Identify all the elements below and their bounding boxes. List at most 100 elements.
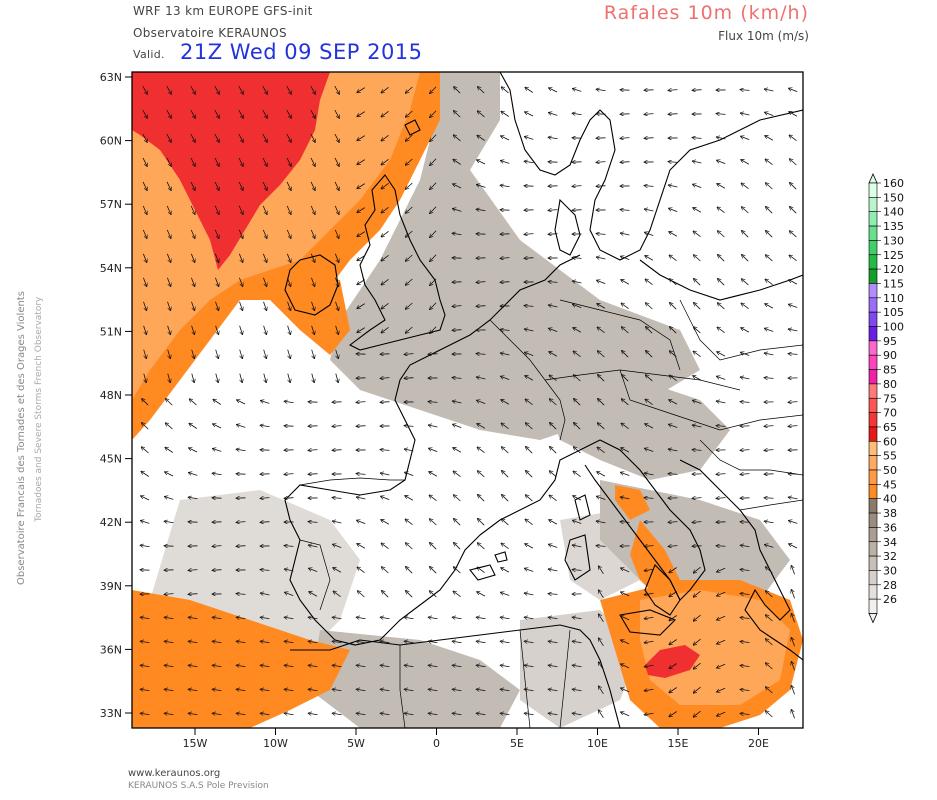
wind-arrow: [597, 472, 606, 477]
wind-arrow: [622, 327, 629, 334]
wind-arrow: [622, 399, 629, 406]
wind-arrow: [669, 546, 678, 547]
wind-arrow: [597, 234, 606, 235]
wind-arrow: [381, 713, 390, 715]
lon-label: 0: [433, 737, 440, 750]
footer-url: www.keraunos.org: [128, 768, 221, 779]
lat-label: 36N: [100, 643, 122, 656]
wind-arrow: [382, 591, 389, 598]
legend-label: 28: [883, 579, 897, 592]
wind-arrow: [765, 89, 774, 91]
wind-arrow: [477, 641, 486, 643]
wind-arrow: [430, 543, 437, 550]
wind-arrow: [238, 109, 243, 118]
wind-arrow: [453, 184, 462, 189]
wind-arrow: [525, 665, 534, 667]
wind-arrow: [694, 566, 701, 573]
wind-arrow: [621, 256, 630, 261]
wind-arrow: [549, 520, 558, 525]
wind-arrow: [430, 567, 437, 574]
wind-arrow: [261, 570, 270, 571]
wind-arrow: [165, 641, 174, 643]
wind-arrow: [597, 447, 605, 453]
legend-swatch: [868, 527, 878, 543]
wind-arrow: [599, 710, 604, 719]
wind-arrow: [669, 522, 678, 523]
wind-arrow: [525, 568, 534, 572]
wind-arrow: [477, 282, 486, 283]
wind-arrow: [789, 329, 798, 331]
wind-arrow: [335, 325, 339, 335]
wind-arrow: [525, 161, 534, 162]
wind-arrow: [381, 617, 390, 619]
wind-arrow: [165, 497, 174, 500]
wind-arrow: [429, 713, 438, 715]
wind-arrow: [646, 303, 653, 310]
wind-arrow: [741, 689, 750, 690]
wind-arrow: [621, 210, 630, 211]
wind-arrow: [381, 326, 389, 332]
legend-swatch: [868, 584, 878, 600]
wind-arrow: [334, 181, 339, 190]
wind-arrow: [286, 157, 291, 166]
wind-arrow: [573, 89, 582, 92]
wind-arrow: [645, 546, 654, 547]
wind-arrow: [357, 159, 366, 165]
wind-arrow: [166, 229, 170, 238]
wind-arrow: [694, 614, 701, 621]
wind-arrow: [382, 567, 389, 574]
wind-arrow: [502, 519, 509, 526]
wind-arrow: [694, 303, 701, 310]
wind-arrow: [789, 544, 798, 549]
wind-arrow: [645, 713, 654, 715]
wind-arrow: [741, 545, 750, 547]
wind-arrow: [287, 373, 290, 383]
wind-arrow: [286, 109, 291, 118]
lat-label: 33N: [100, 707, 122, 720]
wind-arrow: [454, 135, 461, 142]
wind-arrow: [621, 162, 630, 163]
wind-arrow: [237, 689, 246, 691]
wind-arrow: [549, 328, 558, 333]
wind-arrow: [645, 209, 654, 211]
wind-arrow: [478, 87, 485, 94]
wind-arrow: [190, 253, 194, 262]
legend-swatch: [868, 412, 878, 428]
wind-arrow: [669, 663, 677, 668]
wind-arrow: [381, 520, 390, 525]
wind-arrow: [501, 665, 510, 667]
wind-arrow: [333, 713, 342, 715]
wind-arrow: [549, 665, 558, 667]
wind-arrow: [693, 161, 702, 163]
wind-arrow: [766, 615, 773, 622]
wind-arrow: [669, 615, 677, 620]
wind-arrow: [285, 713, 294, 715]
wind-arrow: [502, 495, 509, 502]
wind-arrow: [550, 447, 557, 454]
lon-label: 20E: [748, 737, 769, 750]
wind-arrow: [381, 302, 389, 308]
wind-arrow: [645, 138, 654, 139]
wind-arrow: [309, 641, 318, 643]
wind-arrow: [741, 303, 749, 309]
wind-arrow: [599, 614, 604, 623]
wind-arrow: [333, 591, 341, 598]
wind-arrow: [501, 568, 510, 573]
wind-arrow: [525, 112, 534, 117]
wind-arrow: [549, 137, 558, 138]
wind-arrow: [717, 426, 726, 427]
wind-arrow: [549, 689, 558, 691]
wind-arrow: [262, 85, 268, 94]
wind-arrow: [405, 496, 414, 501]
wind-arrow: [717, 114, 726, 115]
wind-arrow: [693, 90, 702, 91]
wind-arrow: [213, 400, 221, 405]
wind-arrow: [717, 401, 726, 403]
wind-arrow: [143, 349, 147, 359]
latitude-axis: 63N 60N 57N 54N 51N 48N 45N 42N 39N 36N 33N: [100, 71, 132, 720]
wind-arrow: [358, 591, 365, 598]
wind-arrow: [310, 85, 316, 94]
wind-arrow: [429, 665, 438, 667]
wind-arrow: [718, 231, 725, 238]
wind-arrow: [549, 713, 558, 715]
